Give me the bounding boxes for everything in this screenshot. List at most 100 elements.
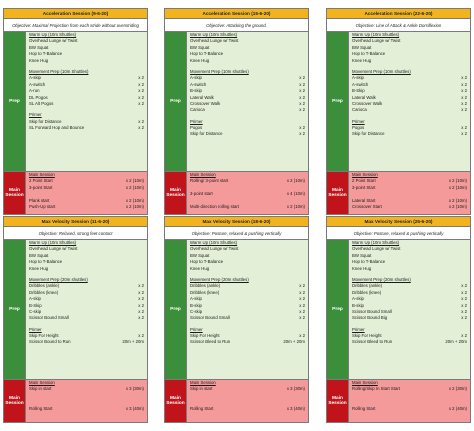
main-label: Main Session	[4, 380, 26, 422]
warmup-item: BW Squat	[349, 253, 470, 259]
session-objective: Objective: Line of Attack & Ankle Dorsif…	[327, 19, 470, 32]
main-item-name: 3-point Start	[29, 184, 53, 190]
movement-item-name: A-run	[29, 88, 40, 94]
movement-item-amount: x 2	[461, 302, 467, 308]
movement-item: Crossover Walk x 2	[187, 101, 308, 107]
movement-item-amount: x 2	[138, 296, 144, 302]
warmup-item: Hop to T-Balance	[187, 51, 308, 57]
movement-heading-name: Movement Prep (10m shuttles)	[352, 68, 411, 74]
primer-item: Skip for Distance x 2	[349, 131, 470, 137]
movement-item: SL Alt Pogos x 2	[26, 101, 147, 107]
main-section: Main Session Main Session Rolling/ 3-point…	[165, 172, 308, 214]
warmup-item: Overhead Lunge w/ Twist	[349, 246, 470, 252]
primer-item-name: SL Forward Hop and Bounce	[29, 125, 85, 131]
main-item: Multi-direction rolling start x 2 (10m)	[187, 204, 308, 210]
movement-item-amount: x 2	[461, 75, 467, 81]
movement-item: A-skip x 2	[349, 75, 470, 81]
warmup-heading-name: Warm Up (10m Shuttles)	[190, 240, 238, 245]
primer-item-amount: 20m + 20m	[122, 339, 144, 345]
movement-item: A-switch x 2	[26, 82, 147, 88]
primer-item: Pogos x 2	[187, 125, 308, 131]
movement-item-name: Carioca	[352, 107, 367, 113]
movement-item-amount: x 2	[461, 100, 467, 106]
main-item-amount: x 2 (10m)	[125, 178, 144, 184]
primer-item: Scissor Bleed to Run 20m + 20m	[349, 339, 470, 345]
movement-item: Dribbles (ankle) x 2	[187, 283, 308, 289]
main-item-amount: x 3 (30m)	[125, 386, 144, 392]
prep-content: Warm Up (10m Shuttles) Overhead Lunge w/ …	[26, 240, 147, 379]
prep-label: Prep	[4, 240, 26, 379]
main-heading: Main Session	[349, 380, 470, 386]
warmup-item-name: Knee Hug	[352, 265, 372, 271]
movement-item: A-switch x 2	[187, 82, 308, 88]
movement-item-name: B-skip	[352, 302, 364, 308]
main-content: Main Session 2 Point Start x 2 (10m) 3-poin…	[349, 172, 470, 214]
prep-section: Prep Warm Up (10m Shuttles) Overhead Lunge…	[165, 240, 308, 380]
main-item-amount: x 2 (10m)	[286, 203, 305, 209]
movement-heading-name: Movement Prep (10m shuttles)	[190, 68, 249, 74]
session-card: Acceleration Session (9-6-20) Objective: …	[3, 8, 148, 215]
warmup-item-name: Hop to T-Balance	[352, 51, 386, 57]
prep-content: Warm Up (10m Shuttles) Overhead Lunge w/ …	[26, 32, 147, 171]
primer-heading: Primer	[349, 327, 470, 333]
primer-heading-name: Primer	[352, 326, 365, 332]
movement-item: A-skip x 2	[26, 75, 147, 81]
session-card: Max Velocity Session (25-6-20) Objective:…	[326, 216, 471, 423]
main-item-amount: x 4 (10m)	[286, 191, 305, 197]
movement-item: B-skip x 2	[187, 303, 308, 309]
movement-item: B-skip x 2	[187, 88, 308, 94]
primer-heading-name: Primer	[29, 112, 42, 118]
movement-item-amount: x 2	[299, 308, 305, 314]
primer-item-name: Scissor Bound to Run	[29, 339, 71, 345]
movement-item-amount: x 2	[461, 315, 467, 321]
primer-item-amount: x 2	[138, 118, 144, 124]
movement-item-amount: x 2	[299, 107, 305, 113]
prep-content: Warm Up (10m Shuttles) Overhead Lunge w/ …	[349, 32, 470, 171]
movement-item-amount: x 2	[138, 315, 144, 321]
movement-item: B-skip x 2	[349, 303, 470, 309]
movement-heading-name: Movement Prep (20m shuttles)	[190, 276, 249, 282]
prep-section: Prep Warm Up (10m Shuttles) Overhead Lunge…	[165, 32, 308, 172]
warmup-item: Overhead Lunge w/ Twist	[349, 38, 470, 44]
prep-section: Prep Warm Up (10m Shuttles) Overhead Lunge…	[327, 32, 470, 172]
primer-item: Scissor Bleed to Run 20m + 20m	[187, 339, 308, 345]
movement-item-name: Dribbles (knee)	[352, 289, 382, 295]
movement-item-amount: x 2	[299, 296, 305, 302]
movement-item-amount: x 2	[461, 94, 467, 100]
session-objective: Objective: Relaxed, strong feet contact	[4, 227, 147, 240]
movement-item: A-skip x 2	[349, 296, 470, 302]
main-heading-name: Main Session	[29, 172, 55, 177]
primer-item: SL Forward Hop and Bounce x 2	[26, 125, 147, 131]
main-section: Main Session Main Session Skip in start x 3…	[4, 380, 147, 422]
warmup-heading: Warm Up (10m Shuttles)	[26, 240, 147, 246]
movement-item-amount: x 2	[299, 81, 305, 87]
primer-item: Skip For Height x 2	[26, 333, 147, 339]
warmup-item-name: Hop to T-Balance	[29, 51, 63, 57]
warmup-heading-name: Warm Up (10m Shuttles)	[29, 240, 77, 245]
main-item: 2 Point Start x 2 (10m)	[26, 178, 147, 184]
primer-item-name: Pogos	[190, 125, 203, 131]
prep-section: Prep Warm Up (10m Shuttles) Overhead Lunge…	[327, 240, 470, 380]
prep-label: Prep	[327, 32, 349, 171]
movement-item: Dribbles (ankle) x 2	[26, 283, 147, 289]
main-item-amount: x 2 (40m)	[448, 405, 467, 411]
movement-item-name: B-skip	[190, 88, 202, 94]
movement-item-name: A-skip	[352, 296, 364, 302]
prep-section: Prep Warm Up (10m Shuttles) Overhead Lunge…	[4, 32, 147, 172]
movement-item: A-skip x 2	[26, 296, 147, 302]
session-card: Acceleration Session (15-6-20) Objective:…	[164, 8, 309, 215]
session-card: Acceleration Session (22-6-20) Objective:…	[326, 8, 471, 215]
movement-item-amount: x 2	[461, 88, 467, 94]
warmup-item-name: Hop to T-Balance	[29, 259, 63, 265]
main-item-name: Crossover Start	[352, 203, 382, 209]
main-item-name: Plank start	[29, 197, 50, 203]
movement-item-name: A-switch	[190, 81, 207, 87]
movement-item-name: Lateral Walk	[352, 94, 376, 100]
main-item: Push-Up start x 2 (10m)	[26, 204, 147, 210]
primer-heading: Primer	[26, 327, 147, 333]
warmup-item: BW Squat	[26, 45, 147, 51]
movement-item-name: A-skip	[190, 296, 202, 302]
movement-item-amount: x 2	[299, 88, 305, 94]
movement-item-amount: x 2	[299, 283, 305, 289]
warmup-item: Knee Hug	[187, 266, 308, 272]
